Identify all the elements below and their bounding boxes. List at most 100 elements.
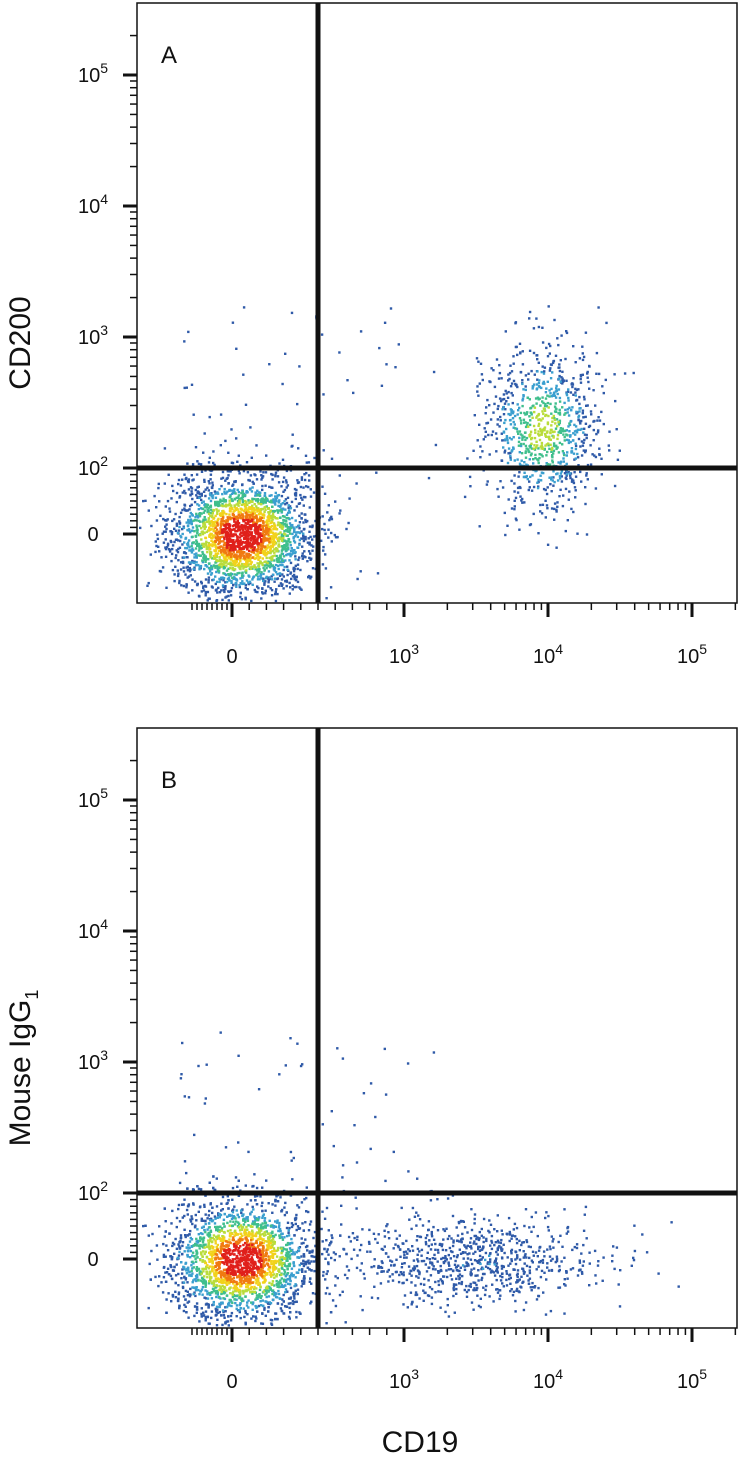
- event-dot: [217, 509, 220, 512]
- event-dot: [269, 547, 273, 550]
- event-dot: [202, 586, 205, 590]
- event-dot: [202, 518, 205, 521]
- event-dot: [512, 426, 515, 429]
- event-dot: [235, 579, 239, 582]
- event-dot: [470, 1247, 473, 1250]
- event-dot: [221, 577, 224, 580]
- event-dot: [579, 381, 583, 384]
- event-dot: [199, 463, 203, 466]
- event-dot: [260, 516, 263, 519]
- event-dot: [181, 1244, 184, 1248]
- event-dot: [523, 421, 526, 424]
- event-dot: [255, 540, 259, 543]
- event-dot: [548, 447, 551, 450]
- event-dot: [450, 1237, 453, 1240]
- event-dot: [197, 504, 201, 507]
- event-dot: [237, 490, 241, 494]
- event-dot: [201, 542, 204, 546]
- event-dot: [496, 487, 499, 491]
- event-dot: [236, 572, 239, 575]
- event-dot: [575, 410, 578, 414]
- event-dot: [256, 493, 260, 497]
- event-dot: [535, 416, 538, 419]
- event-dot: [190, 490, 193, 493]
- event-dot: [284, 544, 287, 548]
- event-dot: [162, 530, 166, 533]
- event-dot: [536, 1255, 539, 1258]
- event-dot: [496, 423, 499, 426]
- event-dot: [453, 1311, 456, 1314]
- event-dot: [264, 528, 267, 531]
- event-dot: [535, 1268, 538, 1271]
- event-dot: [301, 545, 304, 548]
- event-dot: [237, 497, 241, 500]
- event-dot: [517, 475, 520, 478]
- event-dot: [195, 526, 199, 529]
- event-dot: [245, 579, 249, 582]
- event-dot: [515, 1241, 519, 1245]
- event-dot: [280, 545, 284, 548]
- event-dot: [270, 545, 273, 548]
- event-dot: [445, 1227, 448, 1230]
- event-dot: [553, 430, 556, 433]
- event-dot: [328, 518, 331, 522]
- event-dot: [523, 1254, 527, 1257]
- event-dot: [270, 575, 273, 578]
- event-dot: [360, 1262, 363, 1265]
- event-dot: [359, 330, 363, 333]
- event-dot: [472, 1267, 476, 1270]
- event-dot: [550, 395, 553, 398]
- event-dot: [322, 549, 325, 552]
- event-dot: [248, 507, 252, 510]
- event-dot: [583, 1213, 586, 1216]
- event-dot: [582, 1260, 585, 1263]
- event-dot: [483, 1272, 486, 1276]
- event-dot: [269, 515, 272, 518]
- event-dot: [566, 519, 569, 522]
- event-dot: [302, 1253, 306, 1256]
- event-dot: [493, 1261, 496, 1264]
- event-dot: [305, 461, 308, 464]
- event-dot: [245, 563, 248, 566]
- event-dot: [270, 558, 273, 561]
- event-dot: [271, 1211, 274, 1214]
- event-dot: [185, 584, 188, 587]
- event-dot: [479, 456, 482, 459]
- event-dot: [555, 384, 558, 388]
- event-dot: [273, 536, 276, 539]
- event-dot: [612, 1245, 615, 1248]
- event-dot: [268, 545, 272, 548]
- event-dot: [270, 564, 273, 568]
- event-dot: [189, 518, 193, 521]
- event-dot: [413, 1267, 417, 1270]
- event-dot: [257, 571, 260, 574]
- event-dot: [543, 366, 547, 369]
- event-dot: [249, 562, 252, 565]
- event-dot: [496, 1248, 499, 1252]
- event-dot: [541, 429, 544, 432]
- event-dot: [247, 552, 250, 556]
- event-dot: [511, 1294, 515, 1297]
- event-dot: [455, 1226, 458, 1229]
- event-dot: [478, 382, 481, 385]
- event-dot: [257, 491, 261, 494]
- event-dot: [246, 1313, 249, 1316]
- event-dot: [171, 1244, 174, 1248]
- event-dot: [469, 1271, 472, 1274]
- event-dot: [202, 1314, 206, 1317]
- event-dot: [258, 568, 261, 571]
- event-dot: [272, 510, 276, 513]
- event-dot: [221, 1195, 225, 1199]
- event-dot: [450, 1278, 454, 1281]
- event-dot: [373, 1285, 376, 1288]
- event-dot: [264, 505, 267, 509]
- event-dot: [193, 580, 197, 583]
- event-dot: [514, 1258, 517, 1261]
- event-dot: [261, 1322, 265, 1325]
- event-dot: [251, 512, 255, 515]
- event-dot: [308, 1223, 312, 1226]
- event-dot: [213, 524, 217, 527]
- event-dot: [321, 515, 324, 518]
- event-dot: [548, 369, 552, 372]
- event-dot: [207, 509, 210, 512]
